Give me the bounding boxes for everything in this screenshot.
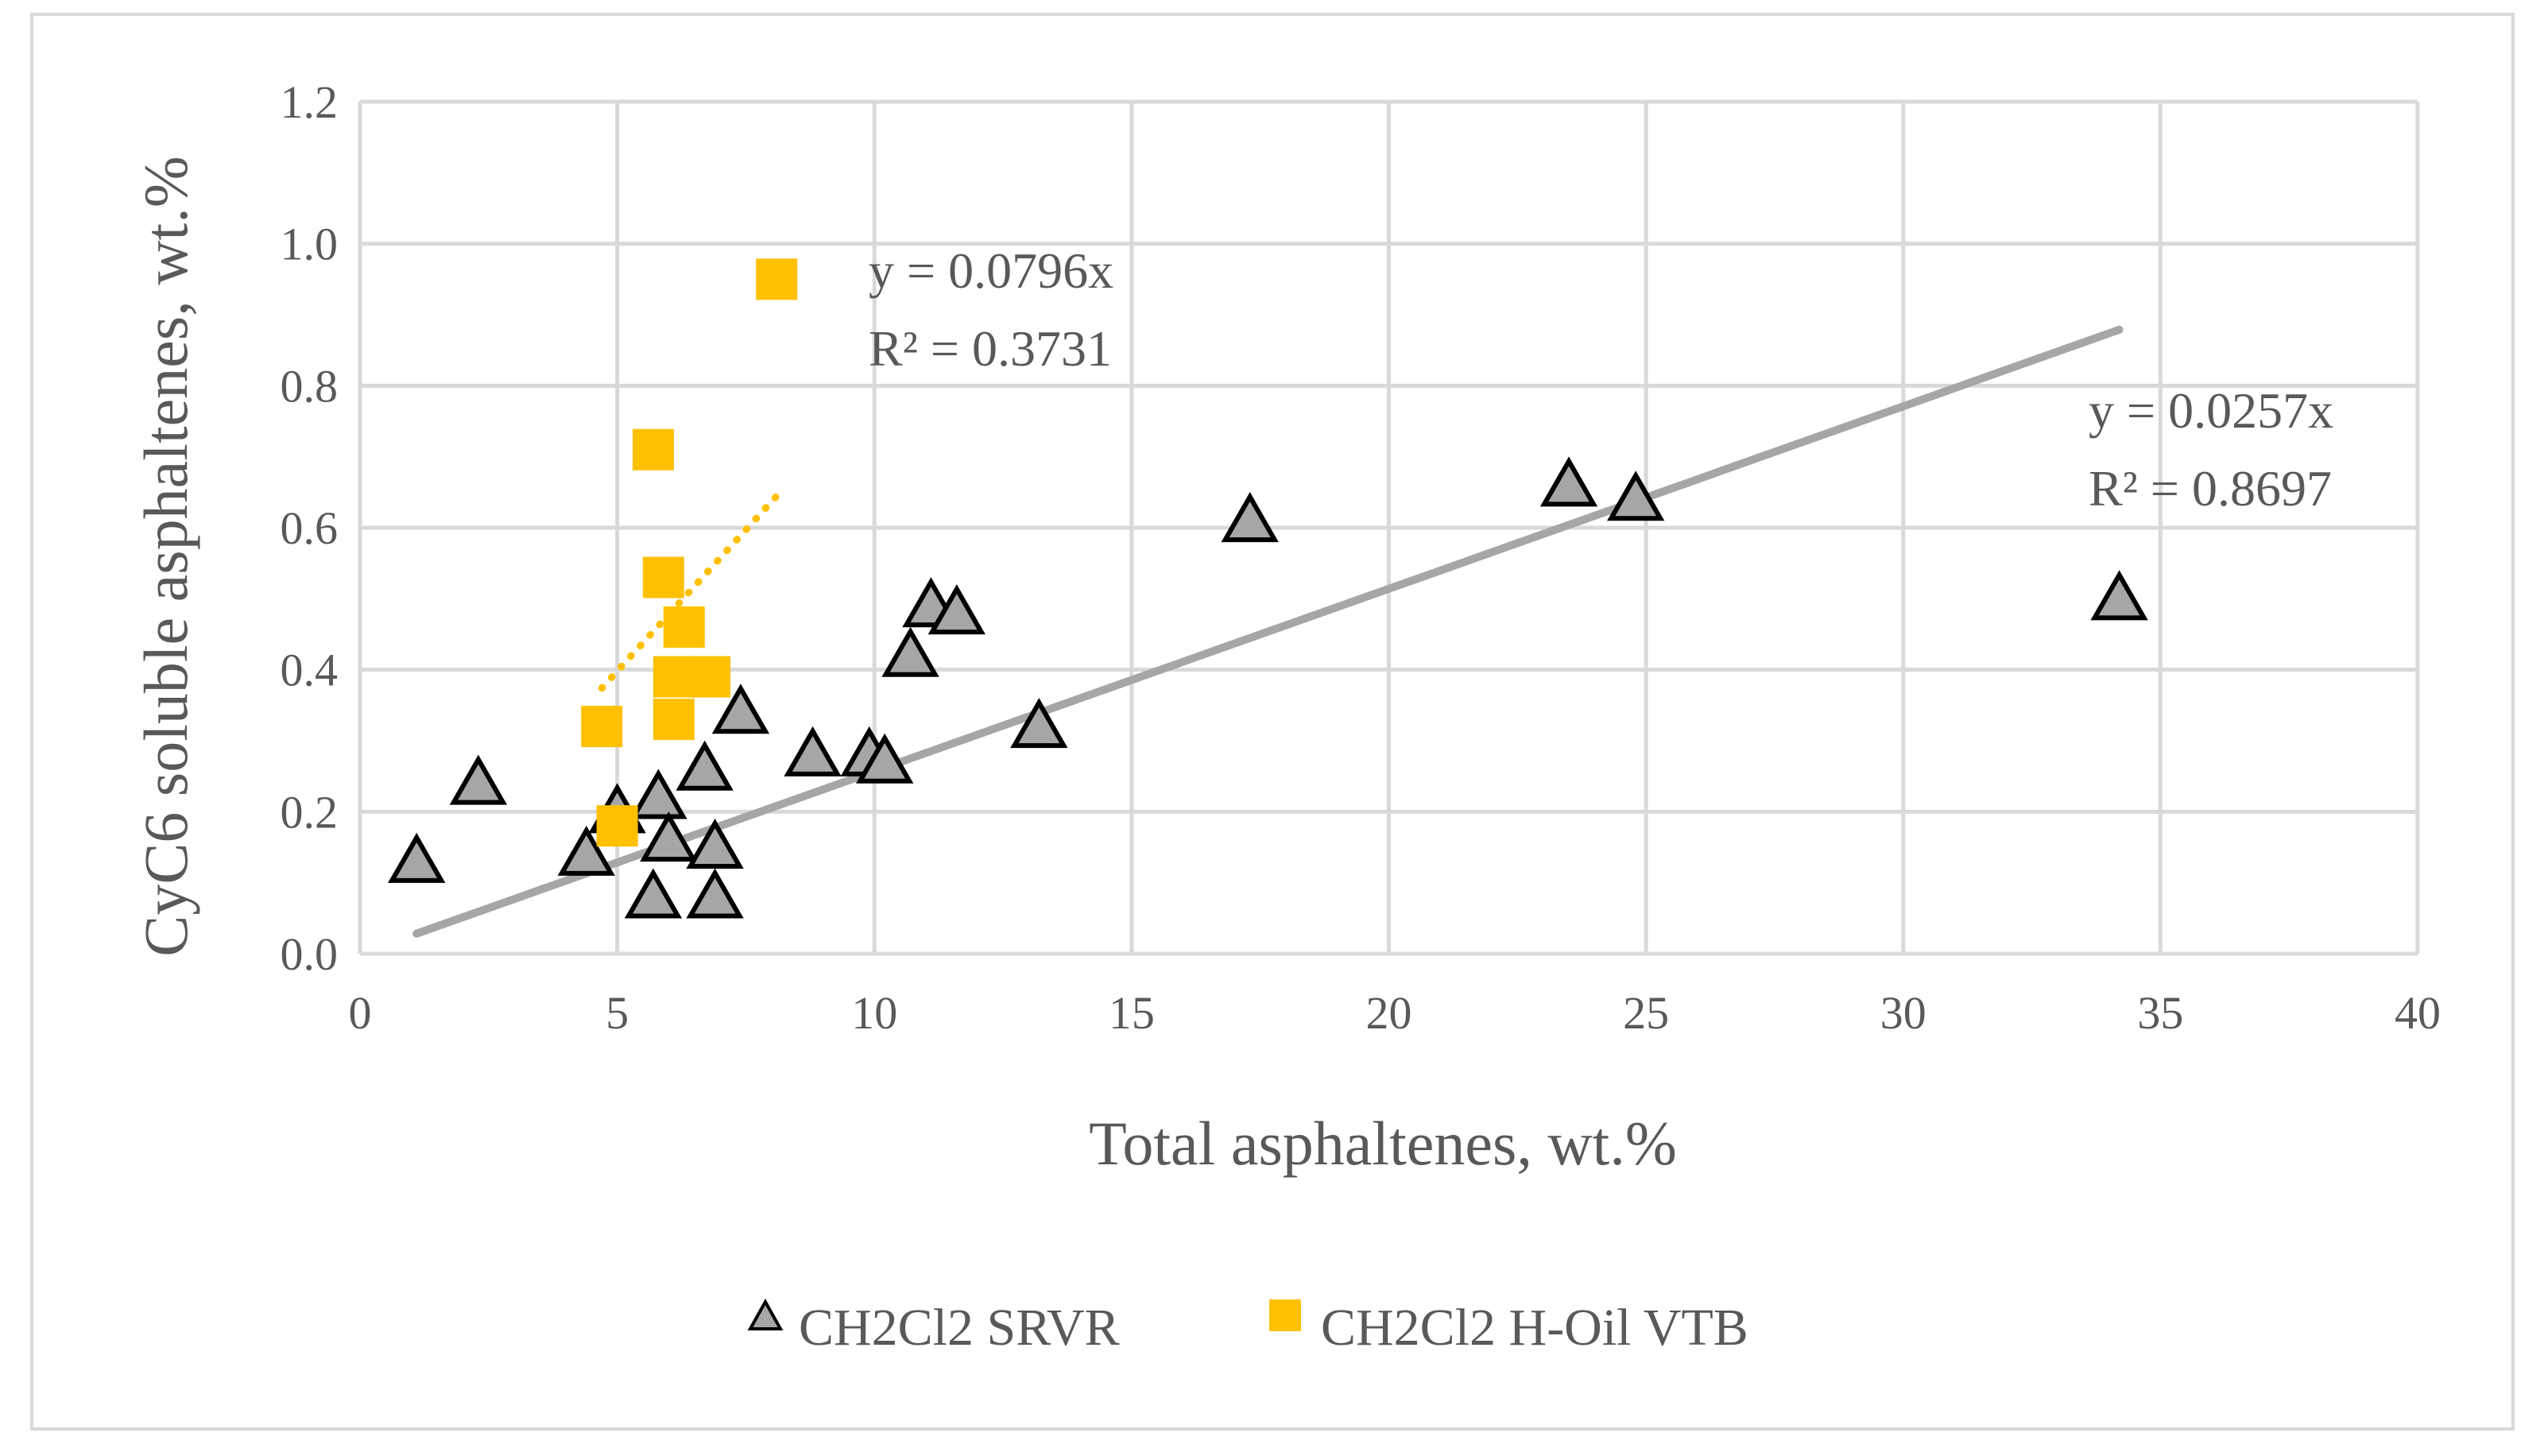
point-srvr bbox=[881, 626, 939, 677]
legend: CH2Cl2 SRVR CH2Cl2 H-Oil VTB bbox=[747, 1298, 1748, 1357]
chart-frame bbox=[30, 13, 2515, 1431]
trendline-srvr bbox=[412, 325, 2124, 938]
equation-srvr: y = 0.0257x bbox=[2089, 382, 2333, 439]
y-tick-label: 0.0 bbox=[281, 928, 339, 980]
x-tick-label: 10 bbox=[851, 987, 897, 1039]
point-h-oil-vtb bbox=[689, 656, 731, 698]
r-squared-srvr: R² = 0.8697 bbox=[2089, 460, 2332, 517]
point-h-oil-vtb bbox=[663, 606, 705, 649]
y-tick-label: 0.2 bbox=[281, 786, 339, 838]
point-srvr bbox=[557, 825, 615, 876]
y-tick-label: 1.2 bbox=[281, 76, 339, 128]
point-srvr bbox=[784, 726, 842, 776]
point-srvr bbox=[711, 683, 770, 734]
legend-marker-srvr bbox=[747, 1298, 784, 1330]
point-srvr bbox=[629, 769, 687, 819]
r-squared-h-oil-vtb: R² = 0.3731 bbox=[869, 320, 1112, 377]
y-axis-title: CyC6 soluble asphaltenes, wt.% bbox=[131, 156, 200, 956]
point-srvr bbox=[927, 584, 985, 635]
point-srvr bbox=[624, 868, 683, 919]
y-tick-label: 0.4 bbox=[281, 645, 339, 696]
point-h-oil-vtb bbox=[756, 258, 798, 300]
legend-marker-h-oil-vtb bbox=[1269, 1299, 1301, 1331]
trendlines bbox=[412, 325, 2124, 938]
x-axis-title: Total asphaltenes, wt.% bbox=[1089, 1109, 1677, 1178]
x-tick-label: 35 bbox=[2137, 987, 2183, 1039]
x-tick-label: 20 bbox=[1366, 987, 1412, 1039]
point-srvr bbox=[1606, 470, 1665, 521]
x-tick-label: 0 bbox=[349, 987, 372, 1039]
point-srvr bbox=[1010, 698, 1068, 749]
point-srvr bbox=[2090, 570, 2148, 621]
trendline-h-oil-vtb bbox=[598, 492, 780, 692]
y-tick-label: 0.6 bbox=[281, 502, 339, 554]
x-tick-label: 5 bbox=[606, 987, 629, 1039]
x-tick-label: 15 bbox=[1109, 987, 1155, 1039]
x-axis-ticks: 0 5 10 15 20 25 30 35 40 bbox=[349, 987, 2441, 1039]
equation-h-oil-vtb: y = 0.0796x bbox=[869, 242, 1113, 299]
legend-label-h-oil-vtb: CH2Cl2 H-Oil VTB bbox=[1321, 1299, 1748, 1357]
point-h-oil-vtb bbox=[632, 428, 674, 470]
point-srvr bbox=[686, 818, 744, 869]
point-srvr bbox=[1539, 456, 1598, 507]
x-tick-label: 30 bbox=[1880, 987, 1926, 1039]
point-srvr bbox=[856, 733, 914, 784]
y-tick-label: 0.8 bbox=[281, 360, 339, 412]
equation-label-h-oil-vtb: y = 0.0796x R² = 0.3731 bbox=[869, 242, 1113, 377]
point-srvr bbox=[388, 832, 446, 883]
y-axis-ticks: 0.0 0.2 0.4 0.6 0.8 1.0 1.2 bbox=[281, 76, 339, 980]
point-h-oil-vtb bbox=[581, 706, 623, 748]
point-srvr bbox=[676, 740, 734, 791]
x-tick-label: 40 bbox=[2395, 987, 2441, 1039]
equation-label-srvr: y = 0.0257x R² = 0.8697 bbox=[2089, 382, 2333, 517]
point-h-oil-vtb bbox=[652, 656, 695, 698]
point-h-oil-vtb bbox=[642, 556, 684, 598]
point-srvr bbox=[449, 754, 508, 805]
point-h-oil-vtb bbox=[596, 805, 638, 847]
point-srvr bbox=[1221, 492, 1279, 543]
x-tick-label: 25 bbox=[1623, 987, 1669, 1039]
data-points bbox=[388, 258, 2148, 919]
point-srvr bbox=[640, 811, 698, 862]
legend-label-srvr: CH2Cl2 SRVR bbox=[799, 1299, 1120, 1357]
point-srvr bbox=[686, 868, 744, 919]
point-h-oil-vtb bbox=[652, 699, 695, 741]
y-tick-label: 1.0 bbox=[281, 219, 339, 270]
